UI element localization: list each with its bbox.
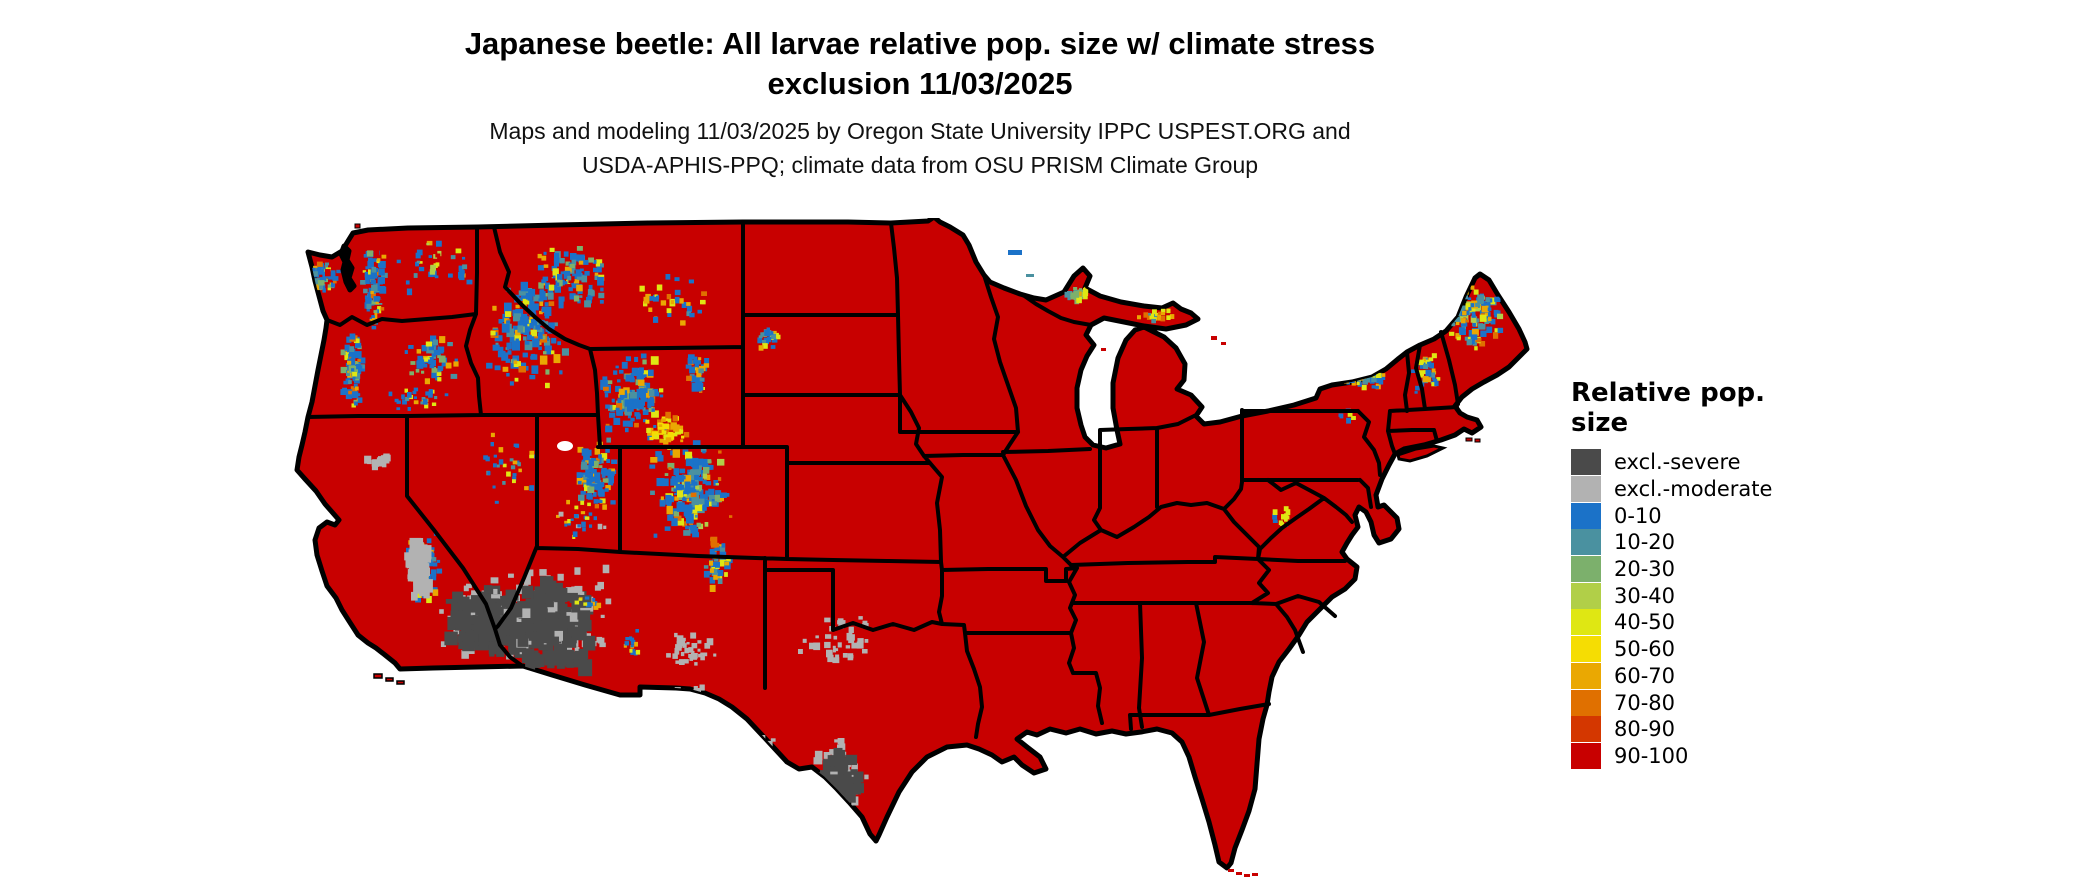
patch-cluster-nm-south-gray	[666, 632, 717, 666]
point-roberts	[354, 223, 361, 229]
map-subtitle-line2: USDA-APHIS-PPQ; climate data from OSU PR…	[581, 152, 1259, 178]
isle-royale	[1008, 250, 1022, 255]
legend-label: 50-60	[1614, 637, 1676, 662]
legend-swatch	[1571, 449, 1601, 476]
legend-label: 40-50	[1614, 610, 1676, 635]
florida-key-1	[1228, 869, 1234, 872]
patch-cluster-nm-sacramento	[623, 629, 641, 656]
legend-row: excl.-moderate	[1571, 476, 1831, 503]
legend-label: excl.-moderate	[1614, 477, 1773, 502]
patch-cluster-or-blues	[404, 335, 459, 385]
legend-swatch	[1571, 636, 1601, 663]
channel-island-2	[385, 677, 394, 682]
map-title-line2: exclusion 11/03/2025	[767, 66, 1073, 101]
marthas-vineyard-island	[1474, 438, 1481, 443]
florida-key-4	[1252, 873, 1258, 876]
us-nation-shape	[294, 214, 1530, 871]
patch-cluster-ut-wasatch	[576, 437, 618, 509]
map-legend: Relative pop. size excl.-severe excl.-mod…	[1571, 378, 1831, 769]
patch-cluster-mt-central-specks	[639, 274, 707, 326]
legend-label: 10-20	[1614, 530, 1676, 555]
nantucket-island	[1465, 437, 1473, 442]
patch-cluster-wy-northwest	[600, 353, 667, 441]
patch-cluster-mt-west	[537, 246, 610, 309]
legend-label: 0-10	[1614, 503, 1662, 528]
legend-swatch	[1571, 716, 1601, 743]
patch-cluster-mn-superior-shore	[983, 255, 1028, 275]
legend-label: 70-80	[1614, 690, 1676, 715]
patch-cluster-wy-gold-fringe	[645, 411, 690, 445]
map-subtitle-line1: Maps and modeling 11/03/2025 by Oregon S…	[489, 118, 1351, 144]
legend-row: 50-60	[1571, 636, 1831, 663]
legend-rows: excl.-severe excl.-moderate 0-10 10-20 20-30…	[1571, 449, 1831, 769]
patch-cluster-ut-south-specks	[556, 499, 607, 539]
legend-swatch	[1571, 529, 1601, 556]
raster-patches	[306, 240, 1504, 815]
patch-cluster-me-north	[1448, 284, 1504, 351]
lake-huron-island-2	[1221, 342, 1226, 345]
legend-label: 30-40	[1614, 583, 1676, 608]
channel-island-1	[373, 673, 383, 679]
lake-huron-island-1	[1211, 336, 1217, 340]
patch-cluster-mi-up-east	[1137, 308, 1175, 324]
patch-cluster-az-mogollon	[574, 596, 602, 610]
legend-row: 40-50	[1571, 609, 1831, 636]
legend-row: 30-40	[1571, 582, 1831, 609]
patch-cluster-or-cascades	[340, 333, 366, 408]
patch-cluster-wa-cascades	[360, 250, 388, 330]
legend-row: 10-20	[1571, 529, 1831, 556]
legend-swatch	[1571, 582, 1601, 609]
map-title: Japanese beetle: All larvae relative pop…	[20, 24, 1820, 104]
legend-label: 80-90	[1614, 717, 1676, 742]
patch-cluster-wy-bighorn	[685, 354, 710, 393]
legend-label: 90-100	[1614, 743, 1689, 768]
legend-swatch	[1571, 662, 1601, 689]
islands	[354, 223, 1481, 877]
legend-swatch	[1571, 609, 1601, 636]
map-subtitle: Maps and modeling 11/03/2025 by Oregon S…	[20, 114, 1820, 182]
legend-row: 70-80	[1571, 689, 1831, 716]
legend-label: 60-70	[1614, 663, 1676, 688]
legend-title: Relative pop. size	[1571, 378, 1766, 438]
legend-row: 90-100	[1571, 742, 1831, 770]
patch-cluster-sierra-gray	[404, 537, 433, 601]
legend-row: 80-90	[1571, 716, 1831, 743]
legend-label: excl.-severe	[1614, 450, 1741, 475]
us-map-svg	[294, 214, 1530, 877]
state-borders	[306, 220, 1460, 739]
legend-label: 20-30	[1614, 557, 1676, 582]
channel-island-3	[396, 680, 405, 685]
legend-swatch	[1571, 742, 1601, 769]
apostle-islands	[1026, 274, 1034, 277]
legend-row: 0-10	[1571, 502, 1831, 529]
legend-swatch	[1571, 689, 1601, 716]
patch-cluster-id-rockies	[486, 281, 569, 389]
legend-swatch	[1571, 556, 1601, 583]
florida-key-2	[1236, 872, 1242, 875]
legend-row: 60-70	[1571, 662, 1831, 690]
patch-cluster-wa-northeast	[396, 240, 473, 296]
us-map	[228, 214, 1538, 892]
map-title-line1: Japanese beetle: All larvae relative pop…	[464, 26, 1376, 61]
puget-sound-water	[338, 243, 357, 293]
patch-cluster-or-south-specks	[388, 387, 449, 411]
patch-cluster-az-desert-core	[488, 576, 596, 677]
great-salt-lake	[557, 441, 573, 451]
long-island	[1396, 444, 1448, 463]
patch-cluster-sd-blackhills	[757, 327, 781, 351]
patch-cluster-ca-northeast-gray	[364, 453, 391, 471]
patch-cluster-mi-keweenaw	[1064, 286, 1089, 305]
legend-row: 20-30	[1571, 556, 1831, 583]
legend-swatch	[1571, 476, 1601, 503]
lake-michigan-island	[1101, 348, 1106, 351]
patch-cluster-wv-highlands	[1272, 506, 1291, 527]
florida-key-3	[1244, 874, 1250, 877]
legend-row: excl.-severe	[1571, 449, 1831, 476]
legend-swatch	[1571, 502, 1601, 529]
patch-cluster-vt-nh-mountains	[1411, 353, 1441, 394]
